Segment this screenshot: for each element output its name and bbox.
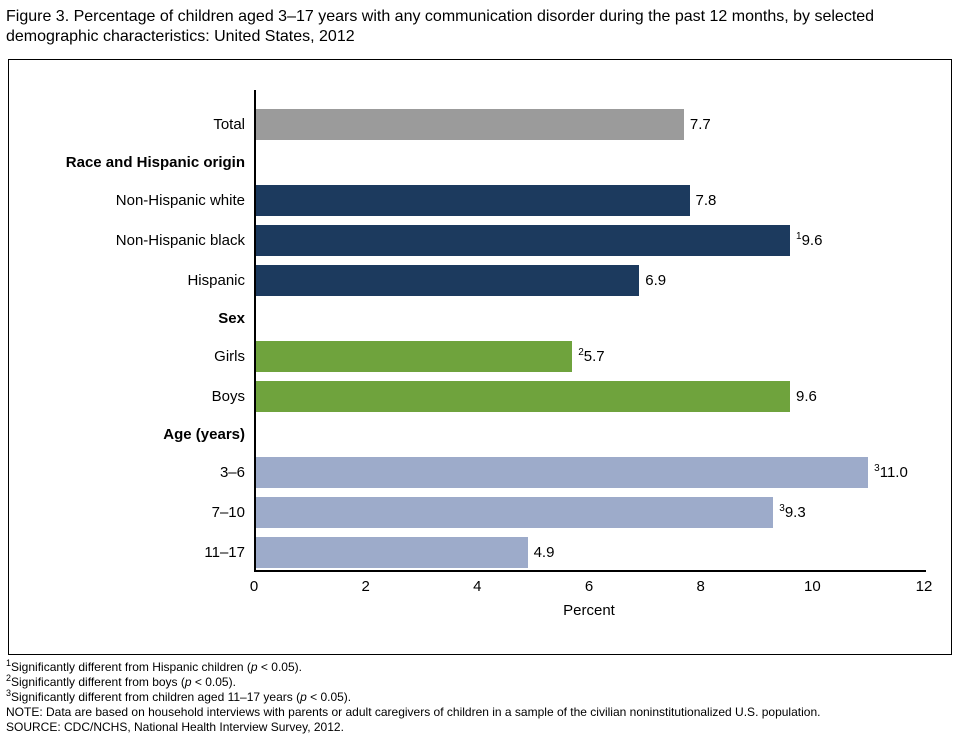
bar-track: 39.3	[254, 492, 951, 532]
bar-track: 311.0	[254, 452, 951, 492]
figure-title: Figure 3. Percentage of children aged 3–…	[6, 8, 875, 45]
category-label: 7–10	[211, 503, 245, 521]
category-label: Non-Hispanic black	[115, 231, 245, 249]
bar-track: 7.7	[254, 104, 951, 144]
value-label: 9.6	[796, 387, 817, 405]
value-label: 311.0	[874, 462, 908, 481]
group-header-row: Sex	[9, 300, 951, 336]
value-label: 6.9	[645, 271, 667, 289]
value-label: 19.6	[796, 230, 823, 249]
bar-track: 7.8	[254, 180, 951, 220]
footnotes: 1Significantly different from Hispanic c…	[6, 658, 952, 705]
value-label: 7.8	[695, 191, 717, 209]
category-label: 3–6	[219, 463, 245, 481]
bar	[254, 224, 790, 256]
group-header-row: Race and Hispanic origin	[9, 144, 951, 180]
x-axis-line	[254, 570, 926, 573]
bar	[254, 184, 690, 216]
x-tick-label: 0	[249, 578, 259, 596]
plot-rows: Total 7.7 Race and Hispanic origin Non-Hisp…	[9, 60, 951, 573]
bar	[254, 536, 528, 568]
bar-row: Girls 25.7	[9, 336, 951, 376]
chart-frame: Total 7.7 Race and Hispanic origin Non-Hisp…	[8, 59, 952, 656]
bar-row: Non-Hispanic white 7.8	[9, 180, 951, 220]
group-header-label: Sex	[218, 309, 245, 327]
group-header-row: Age (years)	[9, 416, 951, 452]
bar-row: Boys 9.6	[9, 376, 951, 416]
bar-row: Total 7.7	[9, 104, 951, 144]
x-tick-label: 4	[473, 578, 482, 596]
bar	[254, 496, 774, 528]
source-text: SOURCE: CDC/NCHS, National Health Interv…	[6, 720, 344, 735]
bar-row: 7–10 39.3	[9, 492, 951, 532]
bar-track: 6.9	[254, 260, 951, 300]
value-label: 4.9	[533, 543, 555, 561]
category-label: 11–17	[204, 543, 245, 561]
category-label: Hispanic	[187, 271, 245, 289]
group-header-label: Age (years)	[163, 425, 245, 443]
bar-row: 3–6 311.0	[9, 452, 951, 492]
bar-track: 9.6	[254, 376, 951, 416]
category-label: Total	[213, 115, 245, 133]
bar-track: 4.9	[254, 532, 951, 572]
bar	[254, 340, 573, 372]
bar-row: 11–17 4.9	[9, 532, 951, 572]
x-tick-label: 10	[803, 578, 821, 596]
y-axis-line	[254, 90, 256, 573]
value-label: 39.3	[779, 502, 806, 521]
note-text: NOTE: Data are based on household interv…	[6, 705, 821, 720]
bar-track: 19.6	[254, 220, 951, 260]
x-tick-label: 12	[915, 578, 933, 596]
x-tick-label: 6	[584, 578, 594, 596]
bar	[254, 456, 869, 488]
category-label: Non-Hispanic white	[115, 191, 245, 209]
footnote: 2Significantly different from boys (p < …	[6, 673, 236, 690]
category-label: Boys	[211, 387, 245, 405]
value-label: 25.7	[578, 346, 605, 365]
bar	[254, 108, 684, 140]
bar-row: Non-Hispanic black 19.6	[9, 220, 951, 260]
x-axis-title: Percent	[563, 602, 615, 620]
value-label: 7.7	[689, 115, 711, 133]
x-axis-ticks: 0 2 4 6 8 10 12	[9, 572, 951, 596]
x-tick-label: 2	[361, 578, 370, 596]
bar-track: 25.7	[254, 336, 951, 376]
footnote: 3Significantly different from children a…	[6, 688, 352, 705]
x-tick-label: 8	[696, 578, 705, 596]
category-label: Girls	[214, 347, 245, 365]
footnote: 1Significantly different from Hispanic c…	[6, 658, 302, 675]
group-header-label: Race and Hispanic origin	[65, 153, 245, 171]
bar-row: Hispanic 6.9	[9, 260, 951, 300]
bar	[254, 264, 640, 296]
bar	[254, 380, 790, 412]
